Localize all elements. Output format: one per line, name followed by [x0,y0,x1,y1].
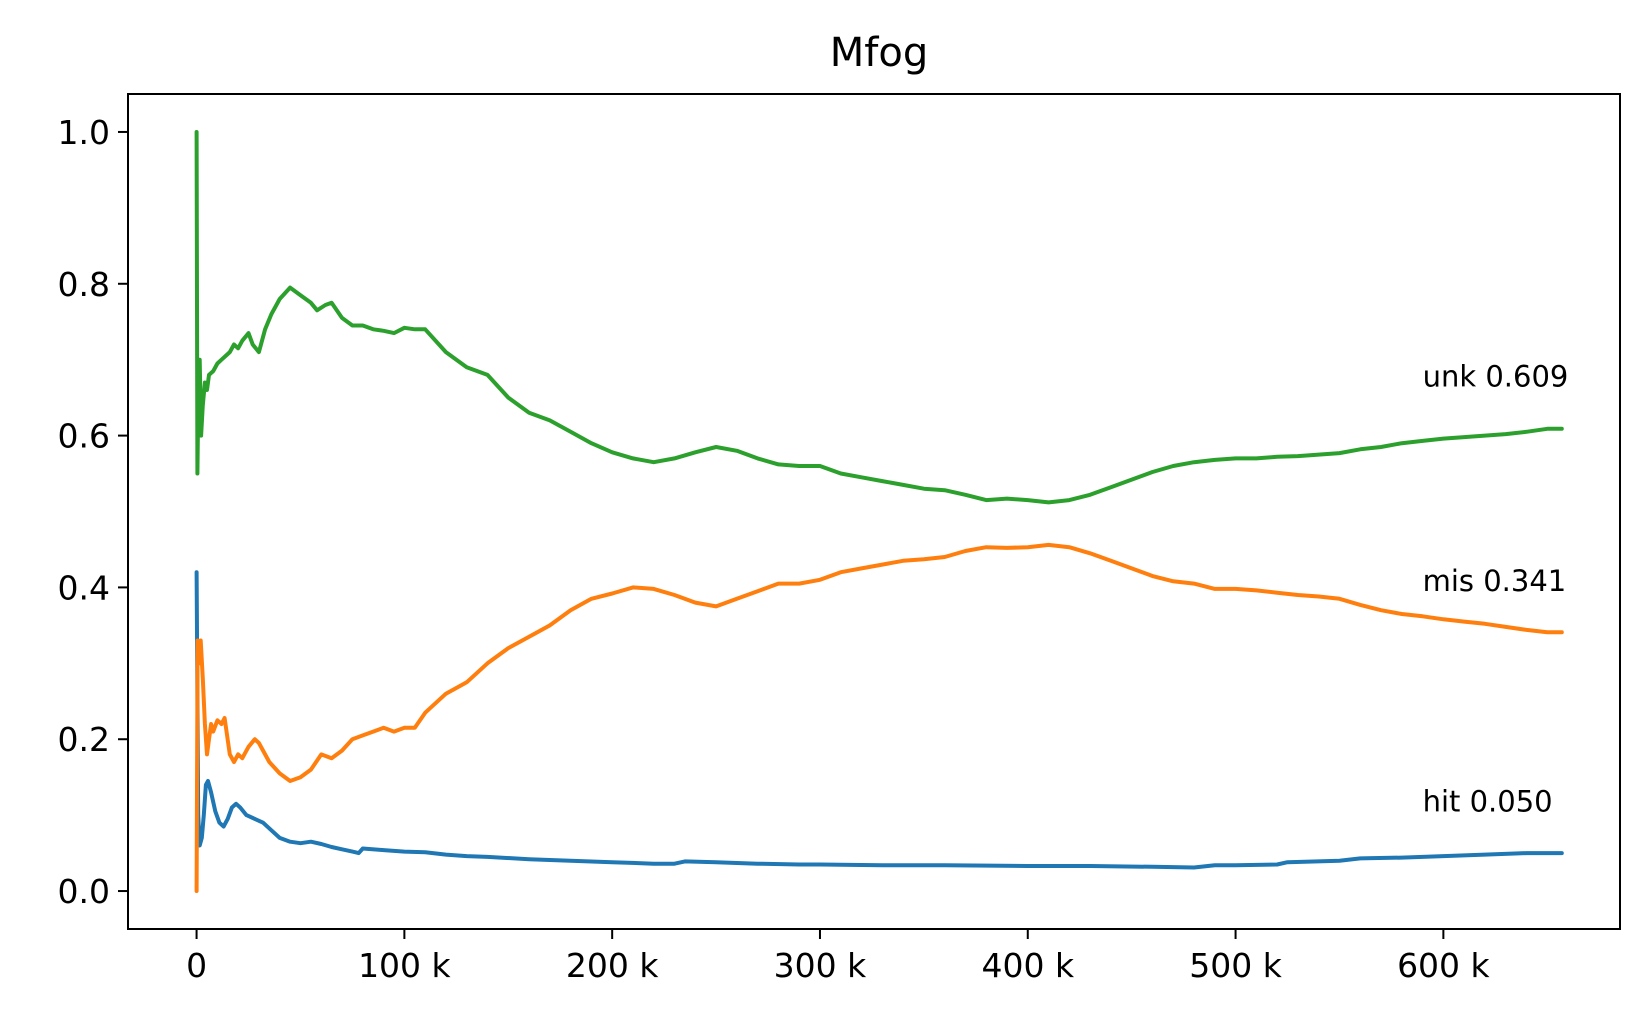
y-tick-label: 0.2 [58,720,110,759]
y-axis: 0.0 0.2 0.4 0.6 0.8 1.0 [58,113,128,911]
y-tick-label: 0.6 [58,417,110,456]
x-tick-label: 200 k [566,946,659,985]
series-line-1 [194,542,1564,893]
x-tick-label: 600 k [1397,946,1490,985]
series-line-2 [194,130,1564,505]
plot-frame [127,93,1621,930]
plot-area [127,93,1621,930]
y-tick-label: 1.0 [58,113,110,152]
series-layer [194,130,1564,893]
x-tick-label: 100 k [358,946,451,985]
annotation-label: mis 0.341 [1423,564,1567,598]
x-tick-label: 500 k [1189,946,1282,985]
series-line-0 [194,570,1564,870]
y-tick-label: 0.4 [58,568,110,607]
y-tick-label: 0.0 [58,872,110,911]
x-tick-label: 300 k [774,946,867,985]
x-axis: 0 100 k 200 k 300 k 400 k 500 k 600 k [186,929,1491,985]
x-tick-label: 0 [186,946,207,985]
annotation-label: hit 0.050 [1423,784,1553,818]
annotation-label: unk 0.609 [1423,359,1569,393]
y-tick-label: 0.8 [58,265,110,304]
x-tick-label: 400 k [981,946,1074,985]
annotations: unk 0.609 mis 0.341 hit 0.050 [1423,359,1569,818]
chart-title: Mfog [830,30,928,76]
